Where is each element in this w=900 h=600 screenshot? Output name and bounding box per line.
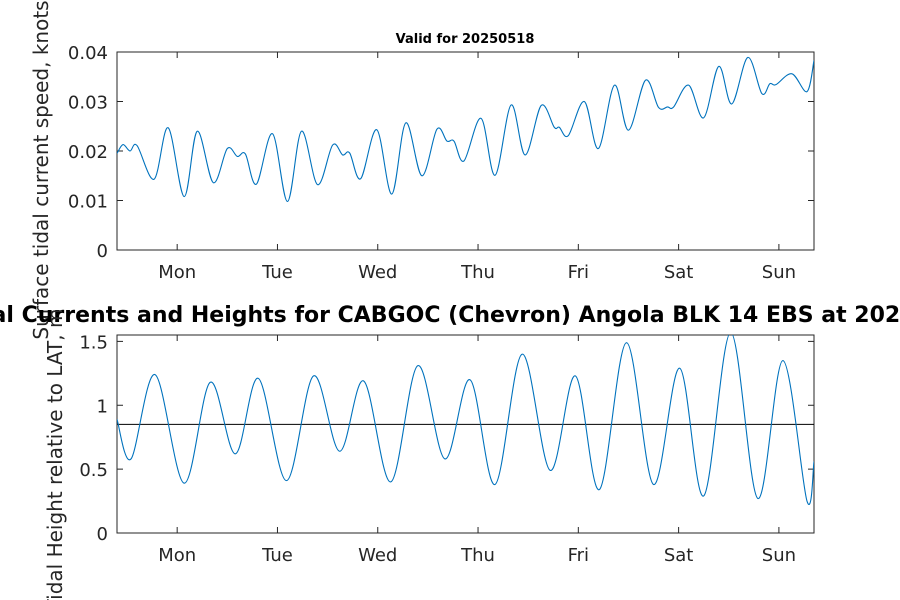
speed-ytick-label: 0.02 bbox=[68, 142, 108, 163]
speed-ytick-label: 0.03 bbox=[68, 93, 108, 114]
height-xtick-label-fri: Fri bbox=[568, 545, 589, 566]
height-xtick-label-sat: Sat bbox=[664, 545, 694, 566]
speed-ytick-label: 0.04 bbox=[68, 43, 108, 64]
speed-xtick-label-wed: Wed bbox=[358, 262, 397, 283]
speed-xtick-label-sun: Sun bbox=[762, 262, 796, 283]
height-xtick-label-sun: Sun bbox=[762, 545, 796, 566]
speed-ylabel: Surface tidal current speed, knots bbox=[29, 0, 53, 339]
height-xtick-label-wed: Wed bbox=[358, 545, 397, 566]
speed-series-line bbox=[117, 56, 814, 203]
height-ytick-label: 1.5 bbox=[79, 332, 108, 353]
figure-title: Tidal Currents and Heights for CABGOC (C… bbox=[0, 303, 900, 328]
height-ylabel: Tidal Height relative to LAT, m bbox=[43, 309, 67, 600]
height-xtick-label-thu: Thu bbox=[460, 545, 495, 566]
height-ytick-label: 0 bbox=[97, 524, 108, 545]
speed-xtick-label-mon: Mon bbox=[158, 262, 196, 283]
tidal-height-axes: 0 0.5 1 1.5 Mon Tue Wed Thu Fri Sat Sun Tidal Heigh… bbox=[43, 309, 815, 600]
height-series-line bbox=[117, 335, 814, 505]
figure-subtitle: Valid for 20250518 bbox=[396, 32, 535, 47]
speed-ytick-label: 0 bbox=[97, 241, 108, 262]
speed-xtick-label-thu: Thu bbox=[460, 262, 495, 283]
height-xtick-label-tue: Tue bbox=[261, 545, 293, 566]
speed-xtick-label-tue: Tue bbox=[261, 262, 293, 283]
height-ytick-label: 0.5 bbox=[79, 460, 108, 481]
speed-xtick-label-fri: Fri bbox=[568, 262, 589, 283]
current-speed-axes: 0 0.01 0.02 0.03 0.04 Mon Tue Wed Thu Fri Sat Sun Su… bbox=[29, 0, 815, 340]
height-plot-frame bbox=[116, 334, 815, 534]
height-ytick-label: 1 bbox=[97, 396, 108, 417]
speed-xtick-label-sat: Sat bbox=[664, 262, 694, 283]
speed-ytick-label: 0.01 bbox=[68, 192, 108, 213]
height-xtick-label-mon: Mon bbox=[158, 545, 196, 566]
speed-plot-frame bbox=[116, 51, 815, 251]
